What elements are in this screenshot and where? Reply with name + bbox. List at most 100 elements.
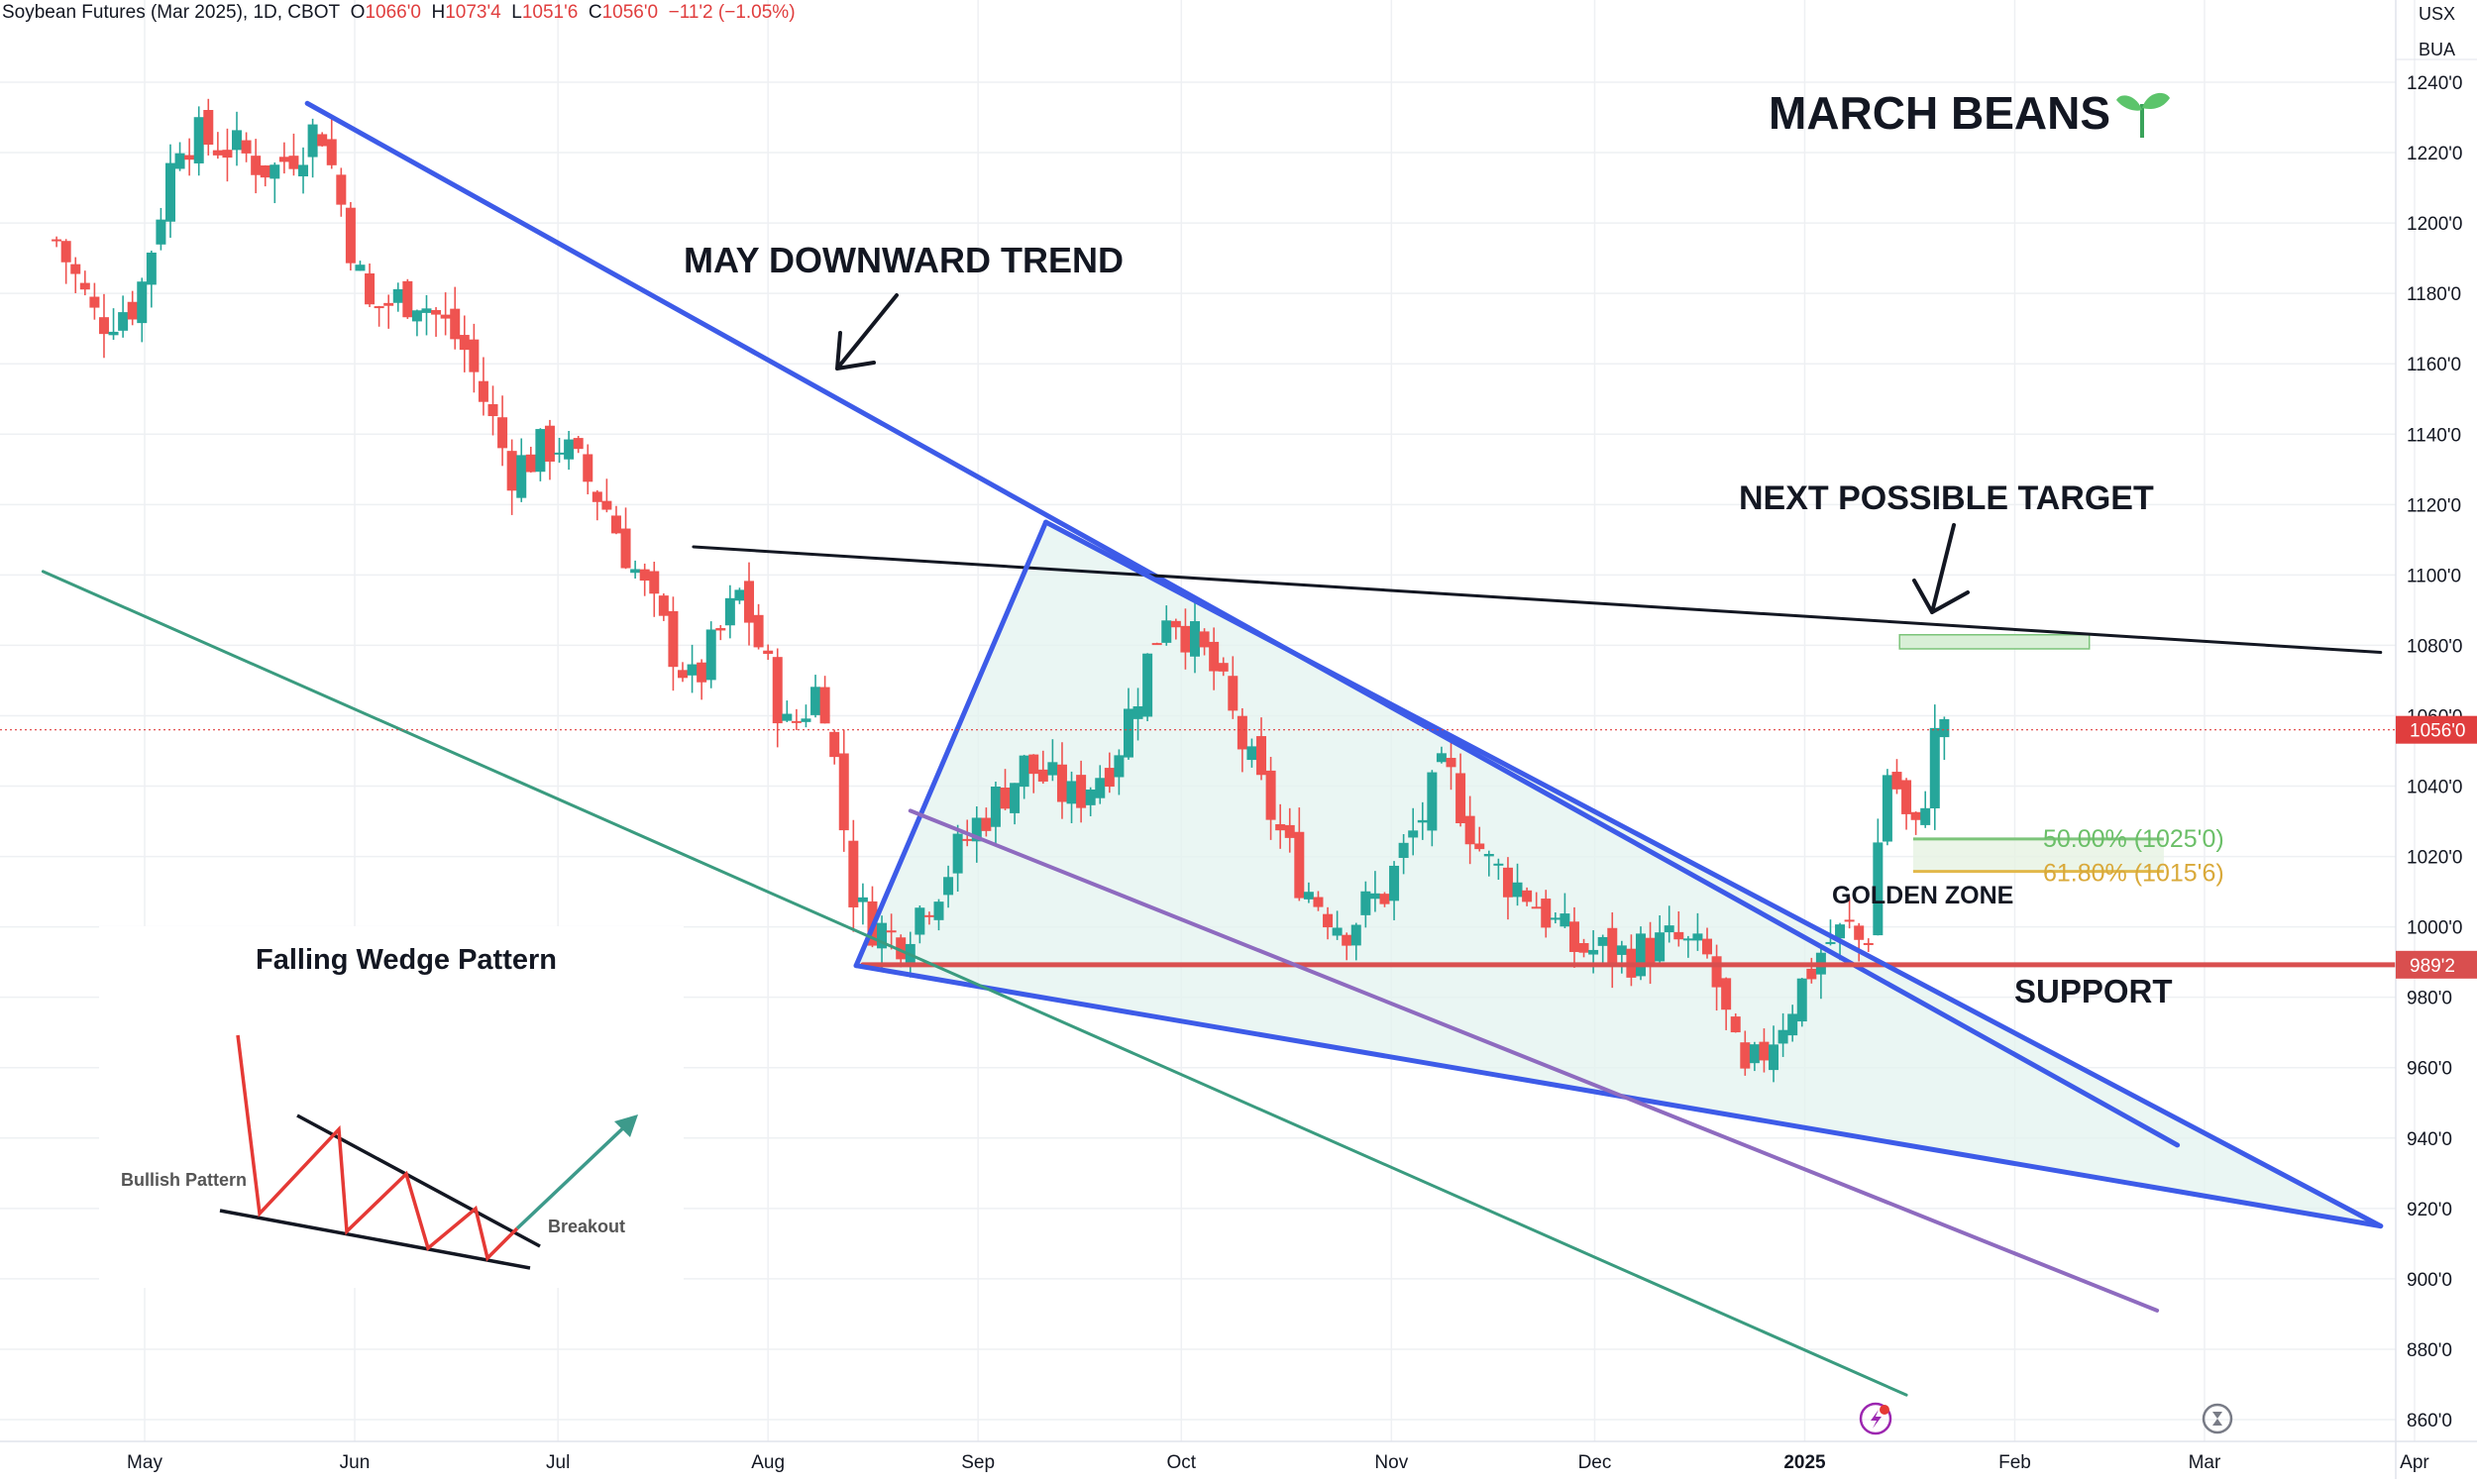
- price-badge: [2396, 950, 2477, 979]
- candle: [251, 139, 262, 194]
- trendline-parallel: [908, 808, 2160, 1313]
- candle: [1531, 892, 1542, 909]
- time-tick-label: Aug: [751, 1452, 785, 1473]
- candle-body: [222, 150, 233, 159]
- candle: [431, 307, 442, 337]
- candle: [164, 144, 175, 238]
- candle-body: [164, 162, 175, 222]
- candle-body: [232, 130, 243, 151]
- candle-body: [801, 718, 811, 722]
- candle: [383, 294, 394, 329]
- candle: [744, 562, 755, 646]
- candle-body: [896, 937, 907, 960]
- candle-body: [583, 454, 593, 482]
- candle-body: [1502, 867, 1513, 898]
- candle-body: [1170, 620, 1181, 628]
- candle-body: [52, 239, 62, 242]
- fib-618-label: 61.80% (1015'6): [2043, 860, 2224, 888]
- candle-body: [1721, 978, 1732, 1010]
- candle-body: [89, 296, 100, 308]
- candle-body: [355, 265, 366, 271]
- candle-body: [952, 833, 963, 874]
- candle-body: [1323, 913, 1334, 928]
- candle: [1076, 760, 1087, 823]
- candle: [1170, 618, 1181, 640]
- candle-body: [1522, 890, 1533, 902]
- candle: [535, 428, 546, 481]
- candle-body: [763, 650, 774, 655]
- candle-body: [326, 139, 337, 165]
- candle: [1294, 807, 1305, 901]
- candle: [829, 729, 840, 765]
- candle-body: [1777, 1029, 1788, 1044]
- price-tick-label: 860'0: [2407, 1411, 2452, 1431]
- candle-body: [1645, 937, 1656, 967]
- candle: [981, 807, 992, 837]
- candle-body: [1389, 865, 1400, 901]
- candle: [1199, 628, 1210, 656]
- target-zone: [1898, 634, 2091, 650]
- candle-body: [1369, 893, 1380, 900]
- candle-body: [1076, 775, 1087, 808]
- candle: [70, 257, 81, 293]
- price-badge-label: 989'2: [2410, 956, 2455, 977]
- candle-body: [137, 281, 148, 324]
- candle: [1323, 906, 1334, 940]
- candle-body: [1379, 894, 1390, 904]
- candle: [469, 323, 480, 393]
- candle-body: [1541, 899, 1552, 928]
- candle: [554, 437, 565, 464]
- candle-body: [1901, 780, 1912, 814]
- inset-upper-line: [296, 1113, 541, 1248]
- candle: [610, 505, 621, 535]
- candle: [203, 98, 214, 156]
- candle: [298, 147, 309, 194]
- candle-body: [1047, 762, 1058, 776]
- candle: [639, 563, 650, 596]
- candle-body: [1342, 934, 1352, 946]
- lightning-ring: [1859, 1402, 1892, 1435]
- time-tick-label: Dec: [1578, 1452, 1612, 1473]
- candle: [630, 560, 641, 580]
- candle: [1474, 826, 1485, 852]
- candle: [127, 290, 138, 326]
- trendline-resistance: [692, 545, 2383, 655]
- candle-body: [1313, 897, 1324, 907]
- candle-body: [1483, 853, 1494, 857]
- candle: [1702, 927, 1713, 959]
- candle: [583, 444, 593, 495]
- candle: [1522, 887, 1533, 906]
- candle: [450, 286, 461, 350]
- candle-body: [1265, 770, 1276, 820]
- candle-body: [411, 310, 422, 322]
- price-tick-label: 1120'0: [2407, 495, 2461, 516]
- candle: [697, 659, 707, 700]
- candle: [1037, 750, 1048, 785]
- candle-body: [1114, 755, 1125, 778]
- trendline-channel: [41, 570, 1908, 1397]
- candle: [1000, 769, 1011, 810]
- candle: [156, 207, 166, 251]
- candle-body: [1844, 919, 1855, 922]
- candle-body: [1294, 831, 1305, 899]
- candle: [108, 308, 119, 341]
- candle-body: [298, 164, 309, 177]
- candle: [1692, 912, 1703, 951]
- candle: [1237, 707, 1247, 773]
- candle: [193, 106, 204, 176]
- candle-body: [241, 140, 252, 154]
- candle: [1721, 977, 1732, 1030]
- candle-body: [1464, 815, 1475, 845]
- price-tick-label: 1180'0: [2407, 284, 2461, 305]
- candle: [1265, 757, 1276, 840]
- exchange-label[interactable]: BUA: [2418, 40, 2455, 59]
- candle: [118, 295, 129, 338]
- candle: [137, 277, 148, 343]
- currency-label[interactable]: USX: [2418, 4, 2455, 24]
- open-label: O: [350, 2, 366, 23]
- candle: [1550, 911, 1561, 924]
- time-tick-label: Apr: [2400, 1452, 2429, 1473]
- symbol-name: Soybean Futures (Mar 2025), 1D, CBOT: [2, 2, 341, 23]
